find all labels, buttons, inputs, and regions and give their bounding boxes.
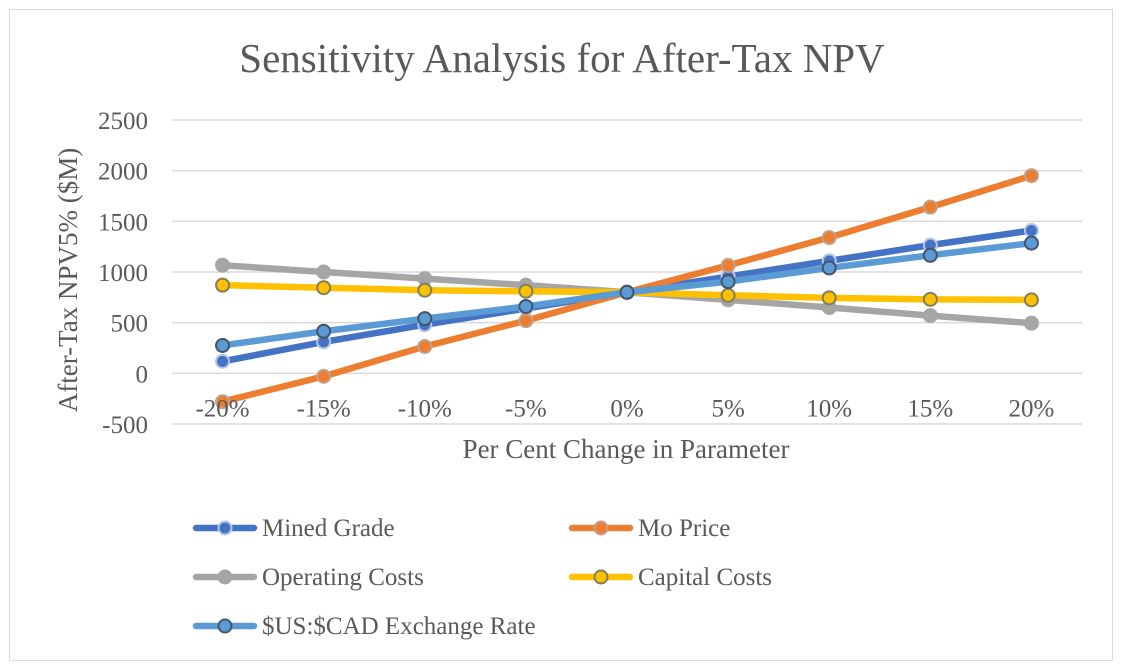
chart-frame (9, 9, 1113, 661)
data-point (215, 337, 231, 353)
legend-swatch-marker (217, 569, 233, 585)
series-group (215, 168, 1039, 410)
data-point (316, 280, 332, 296)
y-tick-label: 1000 (98, 260, 148, 287)
legend-label: $US:$CAD Exchange Rate (262, 613, 536, 640)
data-point (922, 291, 938, 307)
series--us-cad-exchange-rate (215, 235, 1039, 353)
x-tick-label: -5% (505, 395, 547, 422)
legend-label: Mo Price (638, 515, 730, 542)
y-axis-ticks: -500 0 500 1000 1500 2000 2500 (98, 108, 148, 439)
legend-swatch-marker (593, 569, 609, 585)
data-point (821, 260, 837, 276)
legend-swatch-marker (217, 618, 233, 634)
data-point (518, 283, 534, 299)
legend-item: Mined Grade (192, 515, 395, 542)
legend-label: Operating Costs (262, 564, 424, 591)
x-tick-label: 5% (711, 395, 744, 422)
data-point (922, 199, 938, 215)
data-point (720, 287, 736, 303)
data-point (821, 230, 837, 246)
data-point (215, 257, 231, 273)
legend-item: $US:$CAD Exchange Rate (192, 613, 536, 640)
legend: Mined Grade Mo Price Operating Costs Capita… (192, 515, 772, 640)
y-tick-label: -500 (102, 412, 148, 439)
legend-item: Capital Costs (568, 564, 772, 591)
y-tick-label: 0 (136, 361, 149, 388)
data-point (922, 247, 938, 263)
data-point (215, 394, 231, 410)
data-point (215, 353, 231, 369)
legend-label: Capital Costs (638, 564, 772, 591)
data-point (518, 298, 534, 314)
data-point (1023, 222, 1039, 238)
x-tick-label: -10% (398, 395, 452, 422)
x-tick-label: 10% (806, 395, 852, 422)
data-point (720, 257, 736, 273)
data-point (316, 323, 332, 339)
data-point (720, 274, 736, 290)
y-tick-label: 2000 (98, 159, 148, 186)
legend-swatch-marker (593, 520, 609, 536)
data-point (1023, 292, 1039, 308)
legend-label: Mined Grade (262, 515, 395, 542)
chart-title: Sensitivity Analysis for After-Tax NPV (239, 35, 885, 81)
data-point (417, 282, 433, 298)
y-tick-label: 1500 (98, 209, 148, 236)
data-point (821, 290, 837, 306)
data-point (1023, 315, 1039, 331)
x-tick-label: 20% (1009, 395, 1055, 422)
x-tick-label: 15% (907, 395, 953, 422)
x-axis-title: Per Cent Change in Parameter (463, 434, 790, 464)
data-point (1023, 168, 1039, 184)
data-point (316, 368, 332, 384)
y-tick-label: 500 (111, 311, 149, 338)
data-point (215, 277, 231, 293)
data-point (922, 308, 938, 324)
data-point (518, 313, 534, 329)
y-tick-label: 2500 (98, 108, 148, 135)
x-tick-label: -15% (297, 395, 351, 422)
legend-item: Mo Price (568, 515, 730, 542)
data-point (316, 264, 332, 280)
y-axis-title: After-Tax NPV5% ($M) (53, 148, 83, 413)
data-point (417, 311, 433, 327)
x-axis-ticks: -20% -15% -10% -5% 0% 5% 10% 15% 20% (195, 395, 1054, 422)
data-point (417, 338, 433, 354)
data-point (1023, 235, 1039, 251)
legend-item: Operating Costs (192, 564, 424, 591)
legend-swatch-marker (217, 520, 233, 536)
data-point (619, 284, 635, 300)
x-tick-label: 0% (610, 395, 643, 422)
x-tick-label: -20% (195, 395, 249, 422)
